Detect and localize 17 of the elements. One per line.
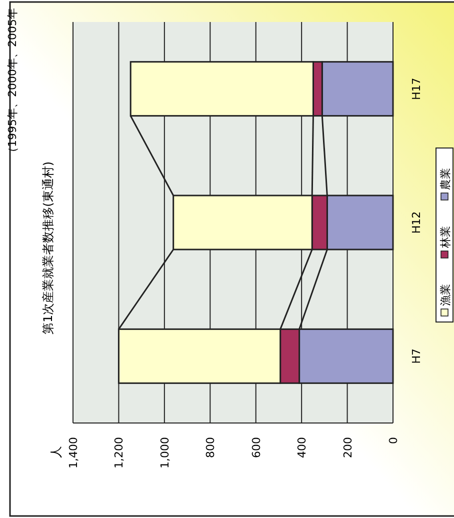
y-tick-label: H17	[410, 78, 423, 100]
y-tick-label: H7	[410, 348, 423, 364]
x-tick-label: 600	[250, 437, 263, 458]
x-tick-label: 200	[341, 437, 354, 458]
x-tick-label: 1,400	[67, 437, 80, 468]
x-tick-label: 0	[387, 437, 400, 444]
text: （1995年、2000年、2005年	[6, 8, 19, 158]
legend-item: 農業	[439, 168, 452, 200]
x-tick-label: 800	[204, 437, 218, 458]
text: 第1次産業就業者数推移(東通村)	[41, 162, 55, 334]
text: 人	[49, 446, 63, 458]
legend-item: 漁業	[439, 284, 452, 316]
y-tick-label: H12	[410, 211, 423, 234]
x-tick-label: 400	[296, 437, 309, 458]
legend-item: 林業	[439, 226, 452, 258]
x-tick-label: 1,200	[112, 437, 126, 468]
x-tick-label: 1,000	[158, 437, 172, 468]
